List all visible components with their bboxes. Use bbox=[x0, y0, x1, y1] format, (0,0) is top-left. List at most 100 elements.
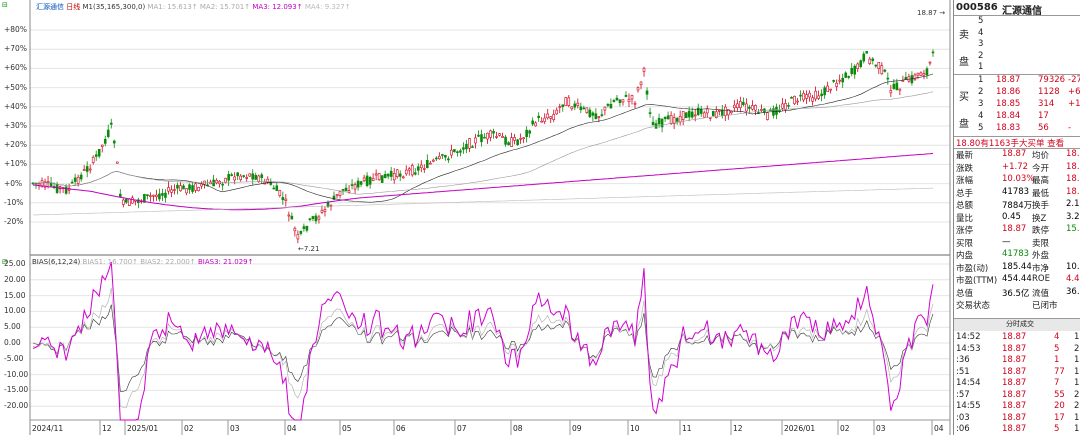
legend-m1: M1(35,165,300,0) bbox=[82, 3, 146, 11]
candle-body bbox=[125, 198, 128, 203]
candle-body bbox=[534, 122, 537, 127]
candle-body bbox=[413, 172, 417, 175]
candle-body bbox=[164, 192, 167, 198]
candle-body bbox=[672, 117, 676, 124]
candle-body bbox=[257, 175, 261, 182]
candle-body bbox=[341, 189, 345, 191]
candle-body bbox=[829, 88, 832, 91]
candle-body bbox=[91, 156, 95, 163]
candle-body bbox=[859, 60, 863, 67]
candle-body bbox=[254, 174, 258, 180]
candle-body bbox=[85, 166, 89, 172]
candle-body bbox=[561, 104, 565, 108]
candle-body bbox=[447, 158, 450, 161]
candle-body bbox=[272, 187, 276, 190]
candle-body bbox=[808, 92, 811, 98]
candle-body bbox=[308, 218, 312, 221]
bias-tick-label: -20.00 bbox=[4, 401, 29, 411]
x-tick-label: 04 bbox=[934, 424, 944, 433]
price-tick-label: +70% bbox=[4, 44, 27, 54]
candle-body bbox=[925, 68, 929, 75]
price-tick-label: +20% bbox=[4, 140, 27, 150]
candle-body bbox=[353, 184, 357, 190]
candle-body bbox=[751, 105, 754, 110]
candle-body bbox=[146, 194, 149, 197]
candle-body bbox=[416, 166, 420, 171]
candle-body bbox=[591, 112, 595, 116]
candle-body bbox=[305, 225, 309, 231]
candle-body bbox=[528, 130, 531, 134]
candlestick-series bbox=[31, 49, 935, 244]
candle-body bbox=[651, 121, 655, 126]
limit-up-info[interactable]: 18.80有1163手大买单 查看 bbox=[956, 139, 1065, 149]
price-tick-label: -10% bbox=[4, 197, 24, 207]
candle-body bbox=[796, 100, 799, 103]
candle-body bbox=[531, 120, 534, 125]
price-tick-label: +60% bbox=[4, 63, 27, 73]
candle-body bbox=[693, 114, 697, 117]
candle-body bbox=[161, 193, 164, 196]
candle-body bbox=[392, 173, 396, 181]
candle-body bbox=[404, 169, 408, 175]
candle-body bbox=[456, 151, 459, 153]
candle-body bbox=[874, 64, 878, 67]
candle-body bbox=[720, 109, 724, 116]
candle-body bbox=[705, 108, 709, 114]
candle-body bbox=[230, 174, 233, 176]
candle-body bbox=[462, 147, 465, 150]
candle-body bbox=[407, 168, 411, 171]
x-tick-label: 04 bbox=[287, 424, 297, 433]
candle-body bbox=[739, 101, 742, 108]
bias-tick-label: -15.00 bbox=[4, 385, 29, 395]
candle-body bbox=[564, 97, 568, 106]
stat-row: 交易状态 已闭市 bbox=[956, 301, 1058, 311]
candle-body bbox=[504, 136, 507, 145]
candle-body bbox=[167, 187, 170, 192]
candle-body bbox=[516, 139, 519, 146]
candle-body bbox=[260, 174, 264, 179]
candle-body bbox=[435, 157, 438, 160]
candle-body bbox=[597, 116, 601, 118]
candle-body bbox=[802, 92, 805, 101]
candle-body bbox=[850, 67, 854, 74]
candle-body bbox=[525, 129, 528, 138]
candle-body bbox=[736, 103, 739, 109]
candle-body bbox=[441, 154, 444, 156]
candle-body bbox=[507, 142, 510, 146]
candle-body bbox=[239, 175, 242, 180]
tick-row: :36 18.87 1 1 bbox=[956, 355, 1080, 365]
candle-body bbox=[895, 82, 899, 91]
candle-body bbox=[814, 90, 817, 100]
candle-body bbox=[401, 176, 405, 179]
x-tick-label: 10 bbox=[630, 424, 640, 433]
candle-body bbox=[224, 177, 227, 183]
collapse-icon[interactable]: ⊟ bbox=[2, 1, 8, 9]
candle-body bbox=[359, 181, 363, 185]
candle-body bbox=[904, 77, 908, 80]
bias-legend-toggle[interactable]: ⊟ bbox=[2, 258, 8, 266]
candle-body bbox=[302, 226, 306, 229]
candle-body bbox=[669, 114, 673, 124]
candle-body bbox=[817, 95, 820, 99]
candle-body bbox=[88, 168, 92, 171]
candle-body bbox=[699, 108, 703, 114]
candle-body bbox=[717, 110, 721, 112]
candle-body bbox=[338, 191, 342, 196]
x-tick-label: 12 bbox=[733, 424, 743, 433]
candle-body bbox=[696, 107, 700, 115]
candle-body bbox=[687, 110, 691, 118]
candle-body bbox=[311, 216, 315, 219]
buy-level-row: 2 18.86 1128 +6 bbox=[978, 87, 1080, 97]
candle-body bbox=[432, 159, 435, 162]
candle-body bbox=[459, 150, 462, 153]
candle-body bbox=[480, 134, 483, 143]
bias-tick-label: 10.00 bbox=[4, 306, 26, 316]
candle-body bbox=[793, 95, 796, 105]
candle-body bbox=[748, 106, 751, 109]
candle-body bbox=[356, 180, 360, 188]
candle-body bbox=[70, 181, 74, 184]
candle-body bbox=[645, 90, 649, 95]
candle-body bbox=[483, 136, 486, 139]
